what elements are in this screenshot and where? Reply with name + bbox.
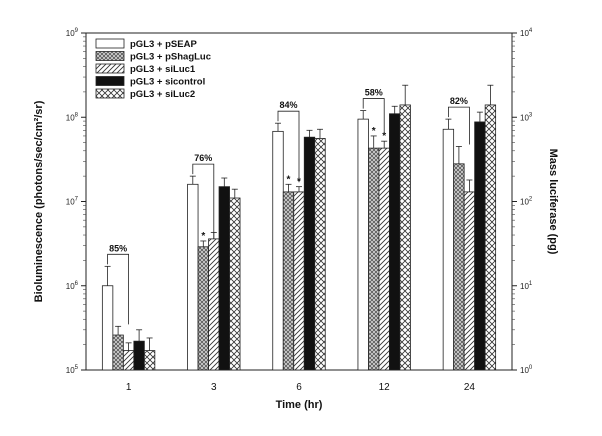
y-tick-label: 105	[66, 365, 79, 375]
bar-24-series-3	[463, 191, 476, 371]
bar-1-series-1	[101, 285, 114, 371]
bar-24-series-2	[453, 163, 465, 371]
y-right-tick-label: 103	[520, 112, 533, 122]
y-tick-label: 107	[66, 197, 79, 207]
y-right-tick-label: 102	[520, 197, 533, 207]
bar-12-series-4	[389, 113, 401, 371]
reduction-percent: 82%	[450, 96, 468, 106]
x-tick-label: 3	[211, 382, 217, 393]
reduction-percent: 84%	[279, 100, 297, 110]
bar-6-series-4	[303, 136, 316, 371]
significance-star: *	[201, 231, 205, 242]
y-axis-right-title: Mass luciferase (pg)	[547, 149, 559, 255]
legend-entry: pGL3 + pShagLuc	[130, 52, 211, 63]
bar-3-series-2	[197, 246, 209, 371]
bar-3-series-5	[229, 197, 241, 371]
legend-entry: pGL3 + siLuc1	[130, 64, 196, 75]
x-tick-label: 12	[379, 382, 391, 393]
reduction-percent: 85%	[109, 243, 127, 253]
legend-swatch-4	[95, 76, 125, 86]
reduction-bracket	[192, 163, 215, 239]
reduction-bracket	[362, 98, 385, 134]
bar-24-series-5	[484, 104, 497, 371]
bar-1-series-3	[122, 350, 135, 371]
significance-star: *	[382, 131, 386, 142]
bar-6-series-2	[282, 191, 295, 371]
y-axis-title: Bioluminescence (photons/sec/cm²/sr)	[33, 100, 45, 302]
reduction-percent: 76%	[194, 153, 212, 163]
axis-labels: Time (hr) Bioluminescence (photons/sec/c…	[33, 100, 559, 411]
bar-1-series-2	[112, 334, 124, 371]
legend-swatch-5	[95, 88, 125, 99]
legend-swatch-1	[95, 38, 125, 49]
reduction-percent: 58%	[365, 88, 383, 98]
y-tick-label: 106	[66, 281, 79, 291]
legend-entry: pGL3 + pSEAP	[130, 39, 197, 50]
reduction-bracket	[448, 106, 470, 145]
significance-star: *	[287, 174, 291, 185]
bar-3-series-1	[187, 183, 199, 371]
reduction-bracket	[107, 253, 129, 325]
legend-entry: pGL3 + sicontrol	[130, 77, 205, 88]
bar-12-series-1	[357, 118, 369, 371]
y-right-tick-label: 101	[520, 281, 533, 291]
plot-area: 105 106 107 108 109 100 101 102 103 104 1 3 6 12 24 * * *…	[66, 28, 533, 393]
y-tick-label: 108	[66, 112, 79, 122]
significance-star: *	[372, 126, 376, 137]
y-right-tick-label: 104	[520, 28, 533, 38]
x-tick-label: 6	[296, 382, 302, 393]
bar-1-series-4	[133, 340, 145, 371]
bar-12-series-2	[368, 147, 380, 371]
bar-24-series-4	[474, 121, 486, 371]
bar-12-series-5	[399, 104, 411, 371]
x-tick-label: 24	[464, 382, 476, 393]
bar-24-series-1	[442, 128, 455, 371]
bar-12-series-3	[378, 147, 390, 371]
y-tick-label: 109	[66, 28, 79, 38]
legend-swatch-2	[95, 51, 125, 61]
x-tick-label: 1	[126, 382, 132, 393]
legend-entry: pGL3 + siLuc2	[130, 89, 195, 100]
bar-6-series-1	[272, 130, 284, 371]
bar-3-series-3	[208, 238, 220, 371]
reduction-bracket	[277, 110, 300, 183]
bar-6-series-5	[314, 138, 326, 371]
legend-swatch-3	[95, 63, 125, 74]
bar-3-series-4	[218, 186, 230, 371]
x-axis-title: Time (hr)	[276, 399, 323, 411]
y-right-tick-label: 100	[520, 365, 533, 375]
bar-1-series-5	[143, 350, 156, 371]
bar-6-series-3	[293, 191, 305, 371]
